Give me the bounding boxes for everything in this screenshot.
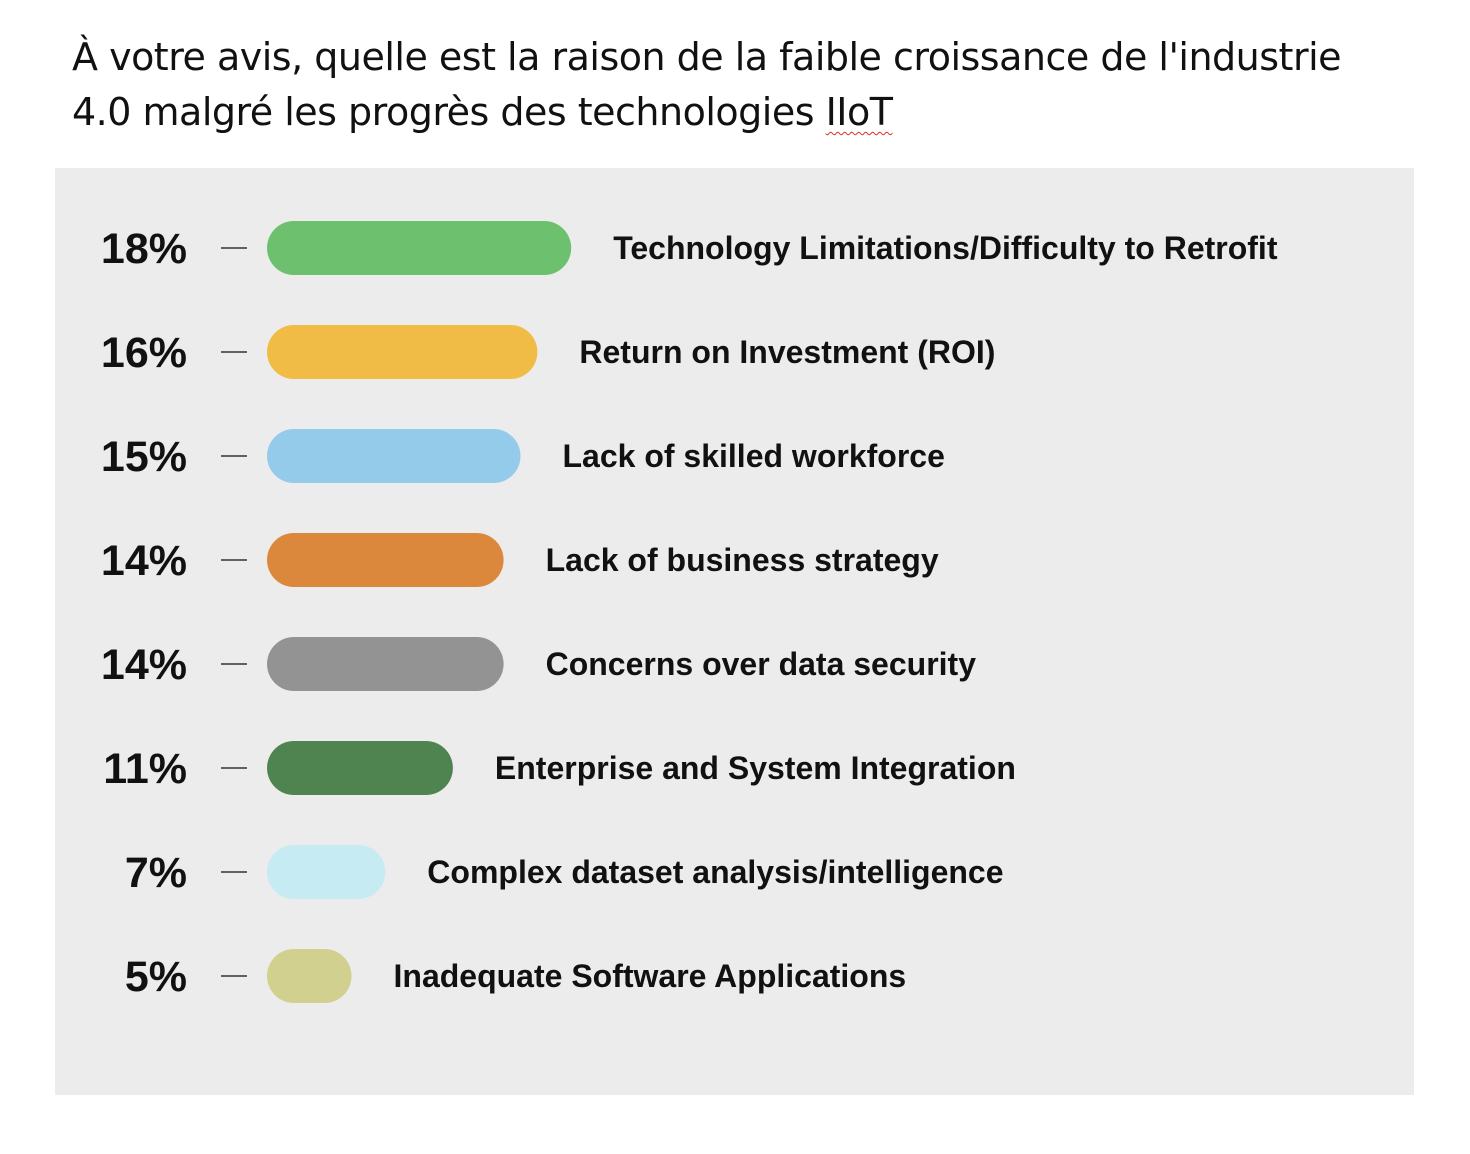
- bar-row: 15% Lack of skilled workforce: [101, 429, 945, 483]
- value-label: 14%: [101, 537, 187, 585]
- question-text: À votre avis, quelle est la raison de la…: [72, 30, 1402, 140]
- category-label: Inadequate Software Applications: [394, 958, 907, 994]
- bar: [267, 533, 504, 587]
- category-label: Concerns over data security: [546, 646, 977, 682]
- bar: [267, 325, 538, 379]
- value-label: 18%: [101, 225, 187, 273]
- bar: [267, 949, 352, 1003]
- bar: [267, 429, 521, 483]
- bar-chart: 18% Technology Limitations/Difficulty to …: [101, 221, 1278, 1003]
- question-main: À votre avis, quelle est la raison de la…: [72, 35, 1342, 134]
- bar: [267, 637, 504, 691]
- value-label: 5%: [125, 953, 187, 1001]
- category-label: Technology Limitations/Difficulty to Ret…: [613, 230, 1278, 266]
- bar-row: 14% Lack of business strategy: [101, 533, 939, 587]
- bar: [267, 221, 572, 275]
- bar-row: 5% Inadequate Software Applications: [125, 949, 906, 1003]
- value-label: 14%: [101, 641, 187, 689]
- bar: [267, 845, 386, 899]
- category-label: Lack of skilled workforce: [563, 438, 945, 474]
- bar-row: 16% Return on Investment (ROI): [101, 325, 995, 379]
- category-label: Enterprise and System Integration: [495, 750, 1016, 786]
- chart-panel: 18% Technology Limitations/Difficulty to …: [55, 168, 1414, 1095]
- value-label: 15%: [101, 433, 187, 481]
- bar-row: 18% Technology Limitations/Difficulty to …: [101, 221, 1278, 275]
- category-label: Complex dataset analysis/intelligence: [427, 854, 1003, 890]
- value-label: 7%: [125, 849, 187, 897]
- bar-row: 11% Enterprise and System Integration: [103, 741, 1016, 795]
- value-label: 11%: [103, 745, 187, 793]
- category-label: Lack of business strategy: [546, 542, 939, 578]
- bar-row: 7% Complex dataset analysis/intelligence: [125, 845, 1004, 899]
- bar: [267, 741, 453, 795]
- value-label: 16%: [101, 329, 187, 377]
- question-flagged-word: IIoT: [825, 90, 893, 134]
- bar-row: 14% Concerns over data security: [101, 637, 976, 691]
- category-label: Return on Investment (ROI): [579, 334, 995, 370]
